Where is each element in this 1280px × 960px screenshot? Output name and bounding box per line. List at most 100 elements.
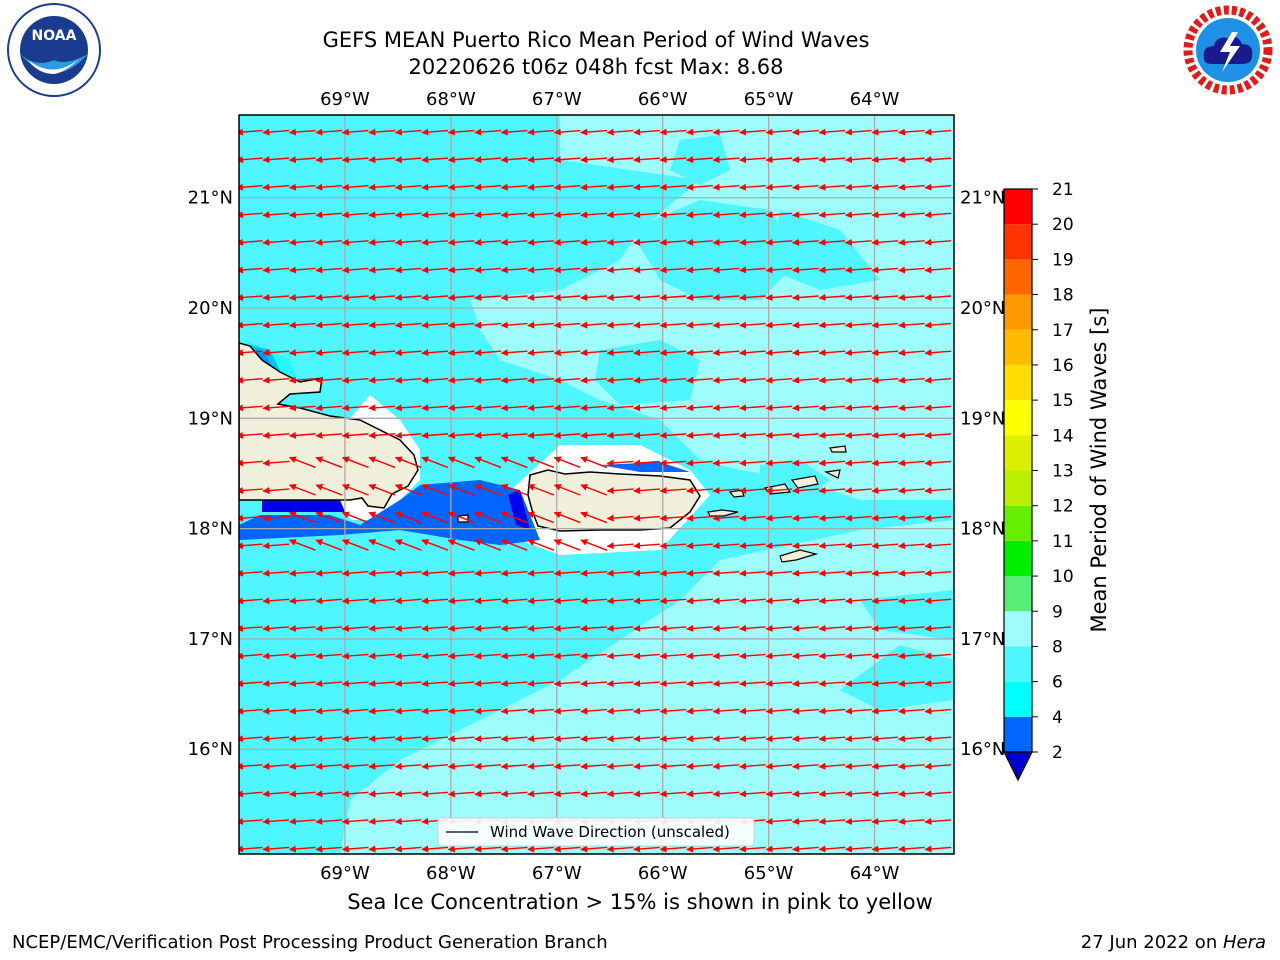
wind-wave-arrow — [239, 128, 263, 136]
wind-wave-arrow — [500, 790, 528, 798]
wind-wave-arrow — [633, 845, 660, 853]
colorbar-tick-label: 14 — [1052, 426, 1074, 446]
wind-wave-arrow — [792, 321, 819, 329]
wind-wave-arrow — [239, 156, 263, 164]
wind-wave-arrow — [844, 404, 872, 412]
wind-wave-arrow — [500, 238, 528, 246]
wind-wave-arrow — [288, 321, 316, 329]
wind-wave-arrow — [262, 128, 290, 136]
wind-wave-arrow — [924, 652, 952, 660]
wind-wave-arrow — [659, 569, 687, 577]
wind-wave-arrow — [447, 680, 475, 688]
wind-wave-arrow — [447, 321, 475, 329]
footer-producer: NCEP/EMC/Verification Post Processing Pr… — [12, 932, 608, 953]
wind-wave-arrow — [262, 266, 290, 274]
wind-wave-arrow — [474, 680, 501, 688]
wind-wave-arrow — [633, 321, 660, 329]
wind-wave-arrow — [844, 652, 872, 660]
colorbar-tick-label: 20 — [1052, 215, 1074, 235]
wind-wave-arrow — [792, 652, 819, 660]
wind-wave-arrow — [527, 349, 554, 357]
colorbar-tick-label: 6 — [1052, 673, 1063, 693]
wind-wave-arrow — [818, 238, 846, 246]
wind-wave-arrow — [792, 680, 819, 688]
wind-wave-arrow — [659, 514, 687, 522]
wind-wave-arrow — [897, 845, 925, 853]
wind-wave-arrow — [659, 128, 687, 136]
wind-wave-arrow — [606, 569, 634, 577]
wind-wave-arrow — [474, 652, 501, 660]
wind-wave-arrow — [527, 845, 554, 853]
wind-wave-arrow — [580, 456, 608, 469]
virgin-islands — [824, 469, 841, 479]
colorbar-tick-label: 4 — [1052, 708, 1063, 728]
wind-wave-arrow — [368, 569, 396, 577]
wind-wave-arrow — [500, 539, 528, 551]
wind-wave-arrow — [606, 652, 634, 660]
wind-wave-arrow — [871, 597, 899, 605]
wind-wave-arrow — [712, 597, 740, 605]
wind-wave-arrow — [394, 238, 422, 246]
wind-wave-arrow — [844, 183, 872, 191]
wind-wave-arrow — [262, 542, 290, 550]
wind-wave-arrow — [315, 511, 343, 524]
wind-wave-arrow — [844, 211, 872, 219]
wind-wave-arrow — [239, 238, 263, 246]
wind-wave-arrow — [500, 349, 528, 357]
wind-wave-arrow — [712, 569, 740, 577]
wind-wave-arrow — [474, 845, 501, 853]
wind-wave-arrow — [421, 762, 449, 770]
wind-wave-arrow — [686, 431, 713, 439]
wind-wave-arrow — [421, 680, 449, 688]
wind-wave-arrow — [844, 845, 872, 853]
wind-wave-arrow — [844, 294, 872, 301]
footer-date-text: 27 Jun 2022 on — [1080, 932, 1223, 953]
wind-wave-arrow — [368, 294, 396, 301]
wind-wave-arrow — [844, 266, 872, 274]
wind-wave-arrow — [686, 128, 713, 136]
wind-wave-arrow — [659, 845, 687, 853]
wind-wave-arrow — [239, 762, 263, 770]
wind-wave-arrow — [871, 762, 899, 770]
wind-wave-arrow — [792, 156, 819, 164]
wind-wave-arrow — [553, 762, 581, 770]
wind-wave-arrow — [818, 680, 846, 688]
wind-wave-arrow — [739, 487, 766, 495]
wind-wave-arrow — [871, 349, 899, 357]
lat-label-left: 20°N — [188, 298, 233, 319]
wind-wave-arrow — [315, 404, 343, 412]
wind-wave-arrow — [924, 404, 952, 412]
wind-wave-arrow — [765, 183, 793, 191]
wind-wave-arrow — [606, 597, 634, 605]
period-6-8-patch — [840, 645, 954, 710]
wind-wave-arrow — [447, 511, 475, 524]
wind-wave-arrow — [262, 514, 290, 522]
wind-wave-arrow — [897, 762, 925, 770]
wind-wave-arrow — [553, 294, 581, 301]
colorbar-segment — [1004, 540, 1032, 577]
colorbar-tick-label: 10 — [1052, 567, 1074, 587]
lon-label-bottom: 65°W — [744, 863, 794, 884]
wind-wave-arrow — [897, 624, 925, 632]
colorbar-segment — [1004, 329, 1032, 365]
wind-wave-arrow — [421, 404, 449, 412]
lon-label-top: 64°W — [850, 89, 900, 110]
wind-wave-arrow — [924, 817, 952, 825]
wind-wave-arrow — [686, 404, 713, 412]
wind-wave-arrow — [553, 539, 581, 551]
wind-wave-arrow — [818, 845, 846, 853]
wind-wave-arrow — [421, 569, 449, 577]
wind-wave-arrow — [527, 652, 554, 660]
wind-wave-arrow — [659, 349, 687, 357]
wind-wave-arrow — [792, 487, 819, 495]
wind-wave-arrow — [686, 707, 713, 715]
wind-wave-arrow — [739, 845, 766, 853]
wind-wave-arrow — [315, 652, 343, 660]
lon-label-bottom: 64°W — [850, 863, 900, 884]
wind-wave-arrow — [686, 790, 713, 798]
lon-label-bottom: 67°W — [532, 863, 582, 884]
wind-wave-arrow — [580, 376, 607, 384]
wind-wave-arrow — [686, 845, 713, 853]
wind-wave-arrow — [394, 511, 422, 524]
wind-wave-arrow — [315, 321, 343, 329]
